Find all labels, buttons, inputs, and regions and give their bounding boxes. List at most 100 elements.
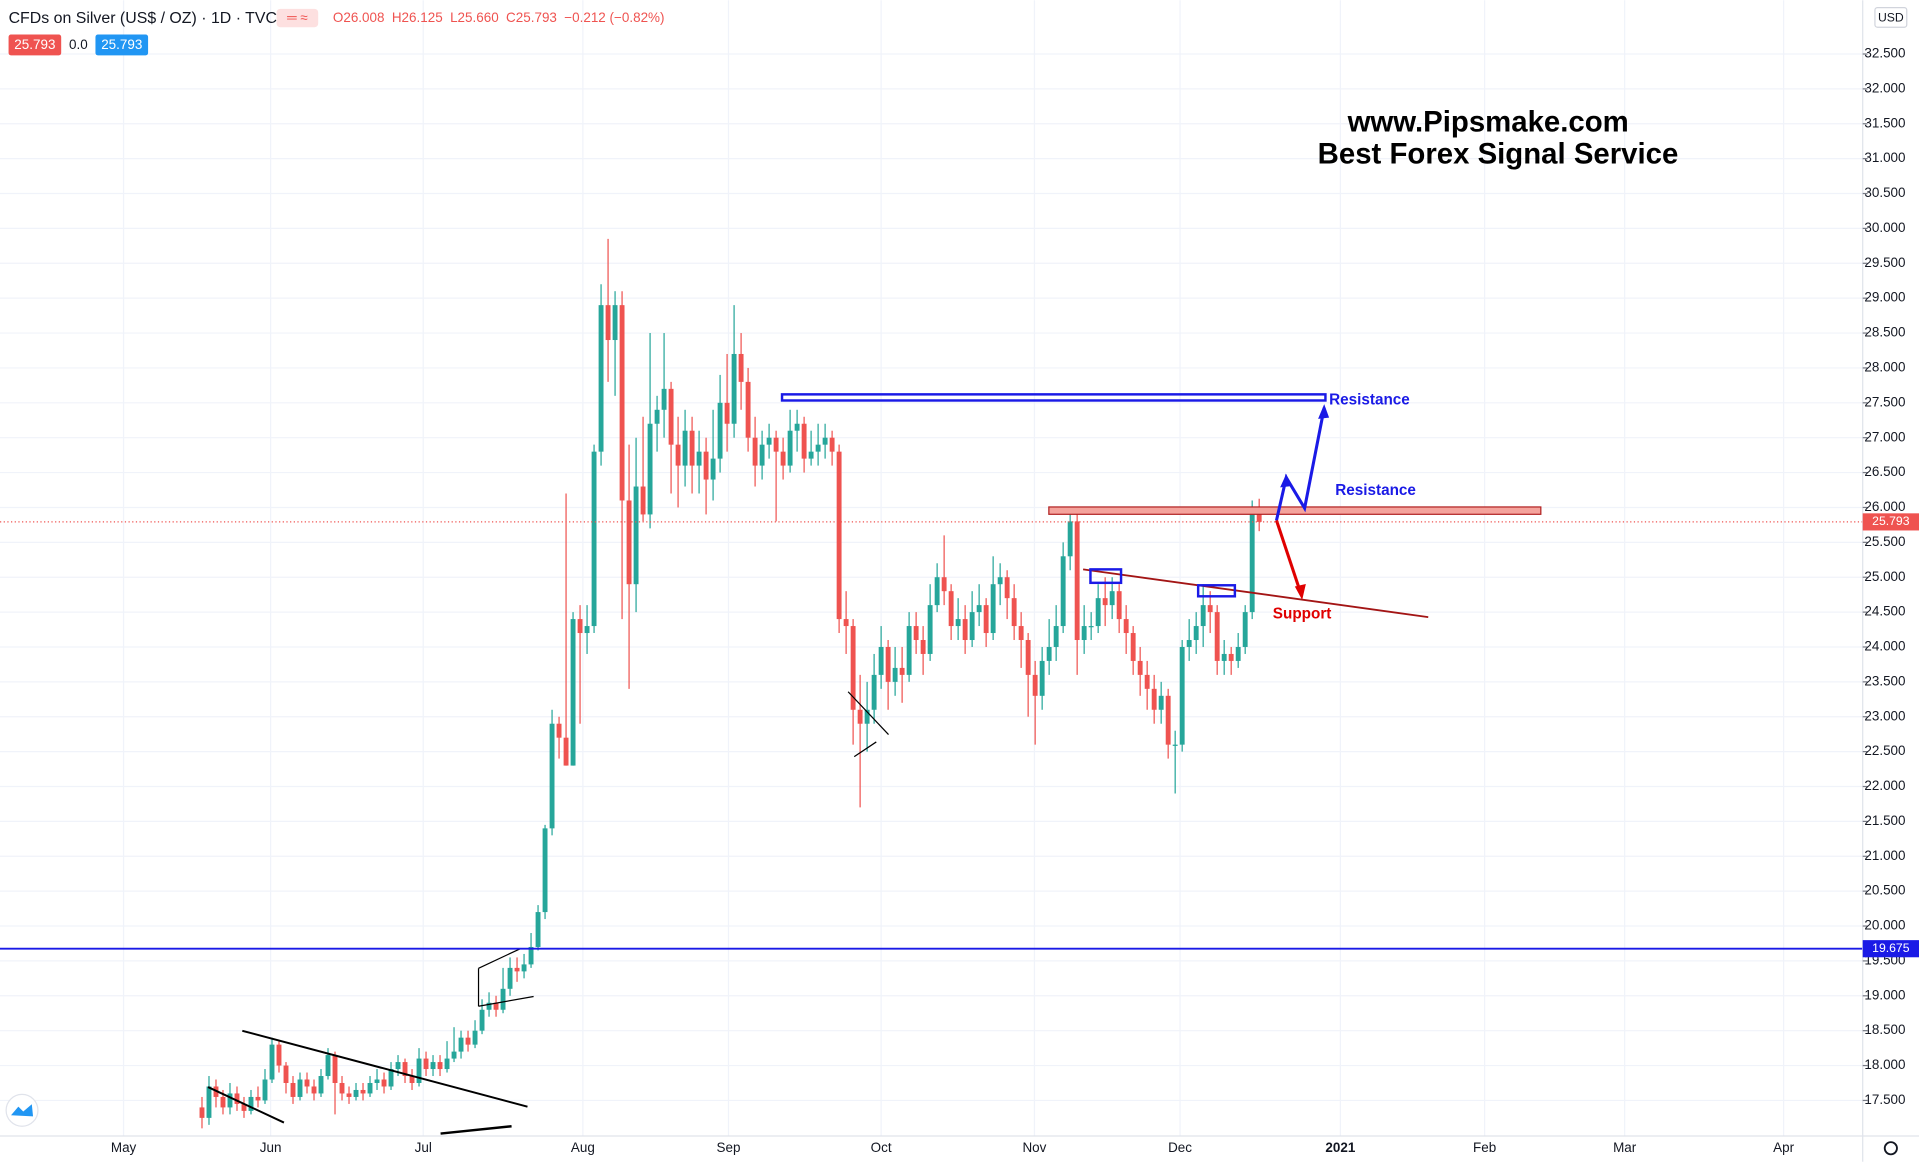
candle-body (983, 605, 989, 634)
candles (199, 238, 1262, 1129)
price-label-box (1862, 940, 1919, 958)
candle-body (241, 1103, 247, 1111)
candle-body (1039, 660, 1045, 696)
candle-body (689, 430, 695, 466)
y-tick-label: 31.500 (1864, 115, 1905, 130)
candle-body (738, 353, 744, 382)
candle-body (1130, 633, 1136, 661)
candle-body (1172, 744, 1178, 746)
candle-body (220, 1096, 226, 1108)
candle-body (1067, 521, 1073, 557)
price-label: 19.675 (1872, 941, 1910, 955)
candle-body (647, 423, 653, 515)
candle-body (423, 1058, 429, 1070)
y-tick-label: 18.000 (1864, 1057, 1905, 1072)
candle-body (1081, 626, 1087, 641)
candle-body (598, 305, 604, 452)
candle-body (283, 1065, 289, 1083)
settings[interactable] (1883, 1141, 1898, 1156)
candle-body (255, 1096, 261, 1101)
candle-body (542, 828, 548, 913)
candle-body (990, 584, 996, 634)
candle-body (311, 1086, 317, 1094)
candle-body (486, 1002, 492, 1010)
currency-box (1874, 7, 1908, 28)
candle-body (682, 430, 688, 466)
y-tick-label: 18.500 (1864, 1022, 1905, 1037)
candle-body (906, 626, 912, 675)
legend-item: H26.125 (392, 10, 443, 25)
candle-body (836, 451, 842, 620)
x-tick-label: Oct (871, 1140, 892, 1155)
candle-body (1144, 674, 1150, 689)
candle-body (556, 723, 562, 738)
y-tick-label: 19.000 (1864, 987, 1905, 1002)
candle-body (717, 402, 723, 459)
annotation: Resistance (1329, 392, 1410, 409)
candle-body (339, 1082, 345, 1094)
candle-body (1109, 591, 1115, 606)
y-tick-label: 27.000 (1864, 429, 1905, 444)
candle-body (1158, 695, 1164, 710)
candle-body (297, 1079, 303, 1097)
candle-body (1088, 626, 1094, 628)
candle-body (752, 437, 758, 466)
candle-body (416, 1058, 422, 1083)
y-tick-label: 23.500 (1864, 673, 1905, 688)
y-tick-label: 23.000 (1864, 708, 1905, 723)
candle-body (227, 1093, 233, 1108)
badge (8, 34, 62, 56)
legend: O26.008 H26.125 L25.660 C25.793 −0.212 (−0.8… (333, 10, 665, 25)
y-tick-label: 32.000 (1864, 80, 1905, 95)
candle-body (1018, 626, 1024, 641)
candle-body (710, 458, 716, 480)
candle-body (318, 1076, 324, 1094)
candle-body (640, 486, 646, 515)
candle-body (1165, 695, 1171, 745)
candle-body (948, 591, 954, 627)
y-tick-label: 22.500 (1864, 743, 1905, 758)
candle-body (976, 605, 982, 613)
candle-body (577, 619, 583, 634)
candle-body (829, 437, 835, 452)
candle-body (773, 437, 779, 452)
candle-body (1235, 646, 1241, 661)
candle-body (1074, 521, 1080, 641)
arrow-head (1318, 404, 1330, 419)
x-tick-label: Sep (717, 1140, 741, 1155)
trend-line (478, 948, 521, 969)
axes: 17.50018.00018.50019.00019.50020.00020.5… (111, 46, 1919, 1155)
arrow-head (1294, 584, 1306, 600)
candle-body (325, 1055, 331, 1077)
candle-body (997, 577, 1003, 585)
y-tick-label: 31.000 (1864, 150, 1905, 165)
candle-body (367, 1082, 373, 1094)
candle-body (1186, 640, 1192, 647)
overlay (0, 521, 1863, 950)
candle-body (346, 1093, 352, 1097)
candle-body (514, 967, 520, 972)
icon: ═ ≈ (286, 10, 308, 25)
candle-body (654, 409, 660, 424)
y-tick-label: 26.500 (1864, 464, 1905, 479)
candle-body (850, 626, 856, 710)
x-tick-label: Jun (260, 1140, 282, 1155)
candle-body (864, 709, 870, 724)
logo[interactable] (5, 1093, 39, 1127)
candle-body (591, 451, 597, 627)
candle-body (780, 451, 786, 466)
x-tick-label: Feb (1473, 1140, 1496, 1155)
currency: USD (1878, 10, 1904, 24)
candle-body (794, 423, 800, 431)
candle-body (528, 946, 534, 965)
candle-body (1200, 605, 1206, 627)
y-tick-label: 24.500 (1864, 604, 1905, 619)
icon (276, 8, 319, 28)
candle-body (465, 1037, 471, 1045)
y-tick-label: 21.500 (1864, 813, 1905, 828)
x-tick-label: Mar (1613, 1140, 1637, 1155)
candle-body (661, 388, 667, 410)
box (1089, 568, 1123, 585)
candle-body (437, 1062, 443, 1070)
